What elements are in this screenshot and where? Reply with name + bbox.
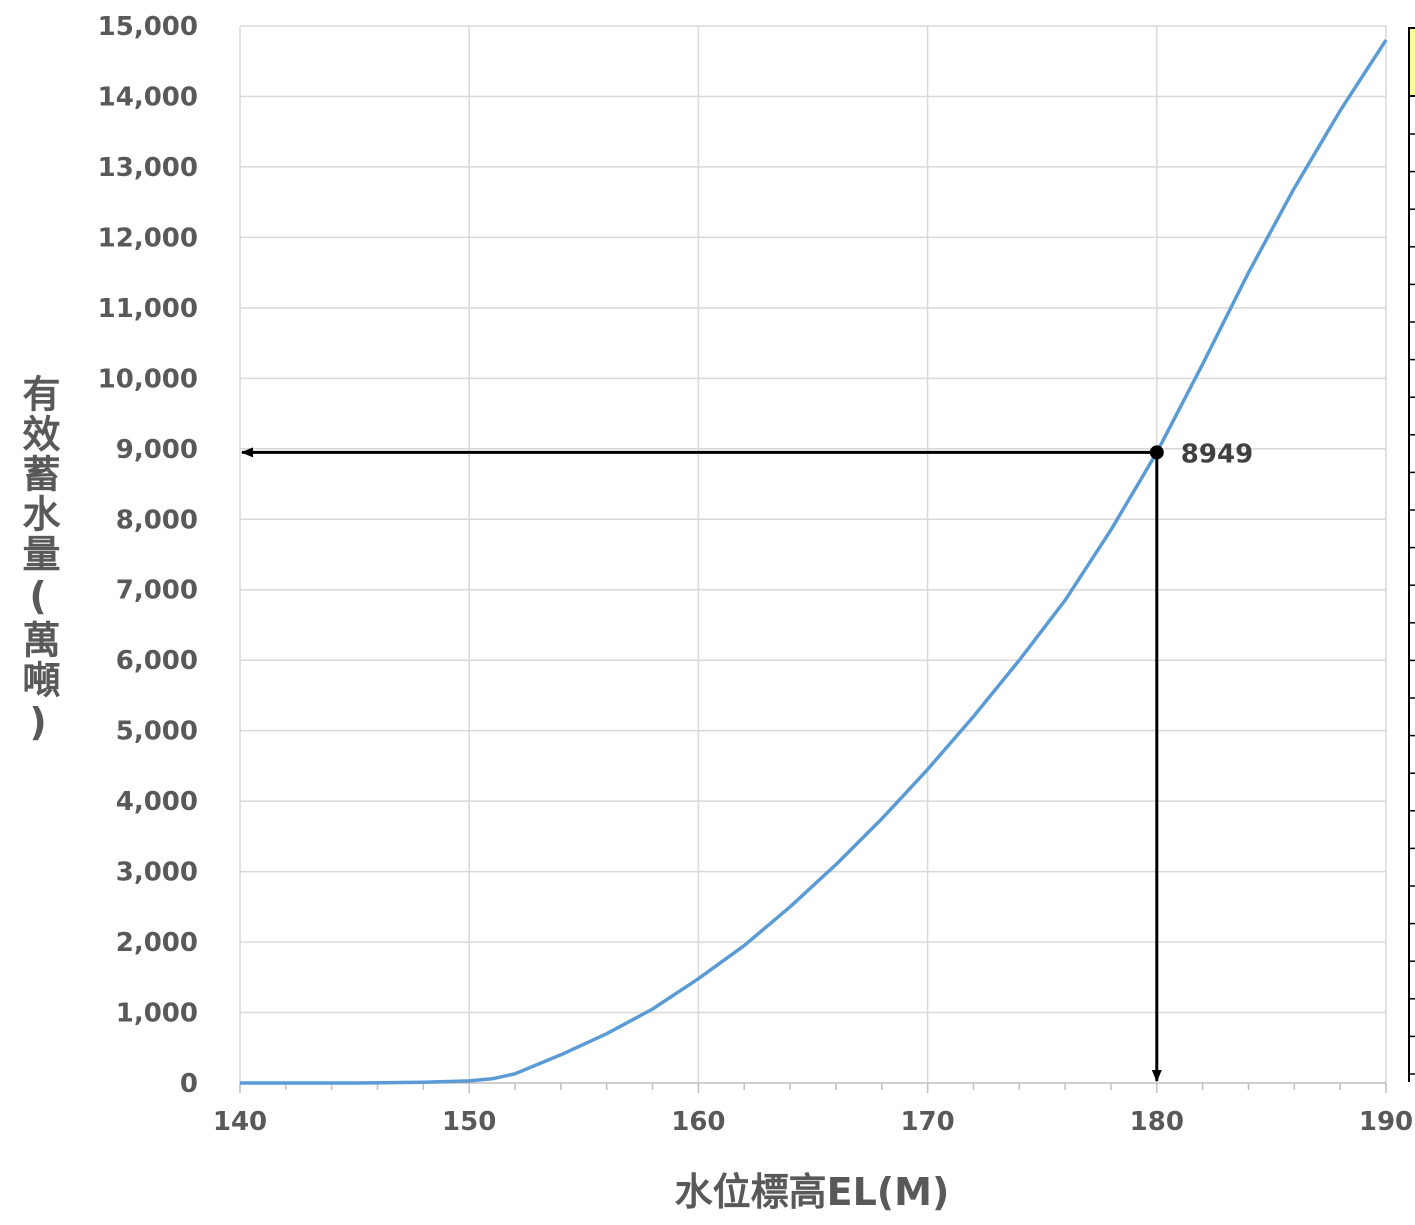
annotation-layer: 8949 [241,439,1253,1082]
y-tick-label: 11,000 [98,294,198,324]
tick-labels: 0 1,000 2,000 3,000 4,000 5,000 6,000 7,000 8,00… [98,12,1413,1137]
y-tick-label: 7,000 [116,576,198,606]
y-tick-label: 5,000 [116,717,198,747]
y-tick-label: 8,000 [116,505,198,535]
axes [239,26,1387,1093]
annotation-point [1149,445,1164,460]
side-panel [1408,27,1415,1082]
y-tick-label: 13,000 [98,153,198,183]
y-tick-label: 10,000 [98,364,198,394]
y-tick-label: 6,000 [116,646,198,676]
y-tick-label: 2,000 [116,928,198,958]
y-tick-label: 9,000 [116,435,198,465]
y-tick-label: 1,000 [116,999,198,1029]
x-tick-label: 160 [671,1107,725,1137]
y-tick-label: 14,000 [98,82,198,112]
y-tick-label: 4,000 [116,787,198,817]
x-tick-label: 140 [213,1107,267,1137]
x-tick-label: 180 [1130,1107,1184,1137]
annotation-label: 8949 [1181,439,1253,469]
x-tick-label: 150 [442,1107,496,1137]
x-tick-label: 190 [1359,1107,1413,1137]
y-tick-label: 0 [180,1069,198,1099]
y-tick-label: 15,000 [98,12,198,42]
gridlines [240,25,1387,1083]
series-layer [240,39,1388,1085]
side-panel-rows [1409,133,1415,1075]
y-tick-label: 12,000 [98,223,198,253]
series-line [240,39,1388,1085]
y-tick-label: 3,000 [116,858,198,888]
x-axis-title: 水位標高EL(M) [675,1170,950,1214]
y-axis-title: 有效蓄水量(萬噸) [16,374,60,746]
x-tick-label: 170 [900,1107,954,1137]
